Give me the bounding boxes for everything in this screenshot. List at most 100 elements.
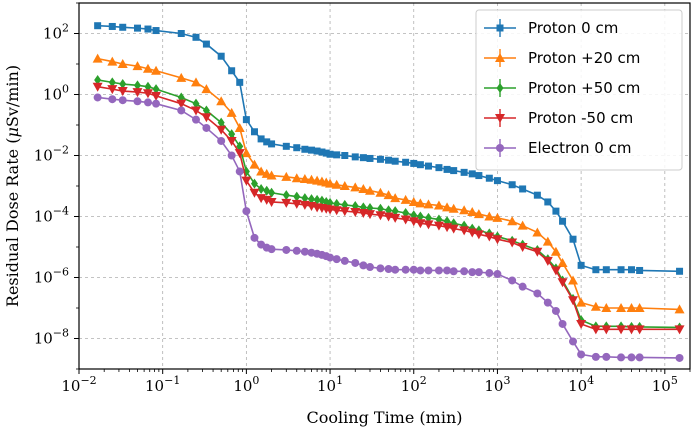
x-tick-base: 10 bbox=[568, 377, 587, 395]
legend-label: Electron 0 cm bbox=[528, 139, 631, 157]
data-point bbox=[675, 353, 684, 362]
data-point bbox=[217, 52, 225, 60]
data-point bbox=[117, 87, 128, 97]
data-point bbox=[443, 266, 452, 275]
data-point bbox=[448, 203, 459, 213]
x-tick-label: 104 bbox=[568, 374, 594, 395]
data-point bbox=[376, 264, 385, 273]
data-point bbox=[496, 144, 504, 152]
data-point bbox=[375, 211, 386, 221]
data-point bbox=[177, 30, 185, 37]
data-point bbox=[492, 212, 503, 222]
y-axis-label-part-1: Residual Dose Rate ( bbox=[3, 138, 22, 308]
data-point bbox=[423, 220, 434, 230]
data-point bbox=[533, 191, 541, 199]
y-axis-label: Residual Dose Rate (μSv/min) bbox=[3, 65, 22, 307]
data-point bbox=[568, 275, 579, 285]
series-layer bbox=[92, 22, 685, 362]
data-point bbox=[409, 265, 418, 274]
y-axis-label-part-2: μ bbox=[3, 127, 22, 137]
data-point bbox=[467, 207, 478, 217]
data-point bbox=[151, 91, 162, 101]
data-point bbox=[485, 174, 493, 182]
data-point bbox=[384, 264, 393, 273]
y-tick-base: 10 bbox=[43, 25, 62, 43]
data-point bbox=[532, 227, 543, 237]
data-point bbox=[281, 198, 292, 208]
data-point bbox=[192, 98, 200, 109]
data-point bbox=[542, 256, 553, 266]
data-point bbox=[636, 266, 644, 274]
data-point bbox=[228, 129, 236, 140]
data-point bbox=[558, 319, 567, 328]
y-tick-base: 10 bbox=[34, 208, 53, 226]
data-point bbox=[318, 148, 326, 156]
data-point bbox=[424, 162, 432, 170]
data-point bbox=[201, 113, 212, 123]
x-tick-base: 10 bbox=[317, 377, 336, 395]
data-point bbox=[634, 303, 645, 312]
data-point bbox=[92, 82, 103, 92]
y-tick-exponent: −6 bbox=[53, 266, 69, 279]
data-point bbox=[626, 303, 637, 312]
data-point bbox=[227, 151, 236, 160]
data-point bbox=[256, 166, 267, 176]
data-point bbox=[228, 67, 236, 75]
data-point bbox=[191, 115, 200, 124]
x-tick-base: 10 bbox=[233, 377, 252, 395]
x-tick-label: 105 bbox=[652, 374, 678, 395]
data-point bbox=[508, 181, 516, 189]
y-tick-base: 10 bbox=[34, 147, 53, 165]
legend-label: Proton +50 cm bbox=[528, 79, 640, 97]
x-tick-base: 10 bbox=[652, 377, 671, 395]
legend-item: Proton +20 cm bbox=[484, 49, 640, 67]
data-point bbox=[94, 22, 102, 30]
y-tick-exponent: −4 bbox=[53, 205, 69, 218]
data-point bbox=[326, 253, 335, 262]
data-point bbox=[92, 53, 103, 63]
data-point bbox=[144, 81, 152, 92]
data-point bbox=[234, 122, 245, 132]
data-point bbox=[533, 289, 542, 298]
data-point bbox=[568, 296, 579, 306]
data-point bbox=[495, 114, 505, 123]
data-point bbox=[142, 63, 153, 73]
data-point bbox=[301, 145, 309, 153]
legend-item: Proton +50 cm bbox=[484, 79, 640, 97]
legend-item: Proton -50 cm bbox=[484, 109, 633, 127]
data-point bbox=[390, 193, 401, 203]
data-point bbox=[133, 97, 142, 106]
data-point bbox=[291, 173, 302, 183]
data-point bbox=[282, 190, 290, 201]
data-point bbox=[108, 77, 116, 88]
data-point bbox=[325, 178, 336, 188]
data-point bbox=[266, 197, 277, 207]
data-point bbox=[364, 210, 375, 220]
y-tick-exponent: 2 bbox=[62, 22, 69, 35]
data-point bbox=[93, 93, 102, 102]
data-point bbox=[507, 238, 518, 248]
legend-label: Proton 0 cm bbox=[528, 19, 618, 37]
data-point bbox=[401, 265, 410, 274]
data-point bbox=[250, 233, 259, 242]
legend-label: Proton +20 cm bbox=[528, 49, 640, 67]
data-point bbox=[235, 167, 244, 176]
data-point bbox=[590, 325, 601, 335]
series-proton-50-cm bbox=[92, 82, 685, 335]
data-point bbox=[133, 80, 141, 91]
data-point bbox=[434, 266, 443, 275]
y-tick-label: 10−6 bbox=[34, 266, 69, 287]
data-point bbox=[234, 149, 245, 159]
data-point bbox=[577, 261, 585, 269]
data-point bbox=[339, 181, 350, 190]
data-point bbox=[242, 207, 251, 216]
data-point bbox=[408, 196, 419, 206]
data-point bbox=[201, 84, 212, 94]
data-point bbox=[217, 117, 225, 128]
data-point bbox=[216, 96, 227, 106]
data-point bbox=[450, 167, 458, 175]
data-point bbox=[617, 353, 626, 362]
data-point bbox=[391, 206, 399, 217]
y-tick-exponent: −2 bbox=[53, 144, 69, 157]
data-point bbox=[300, 247, 309, 256]
